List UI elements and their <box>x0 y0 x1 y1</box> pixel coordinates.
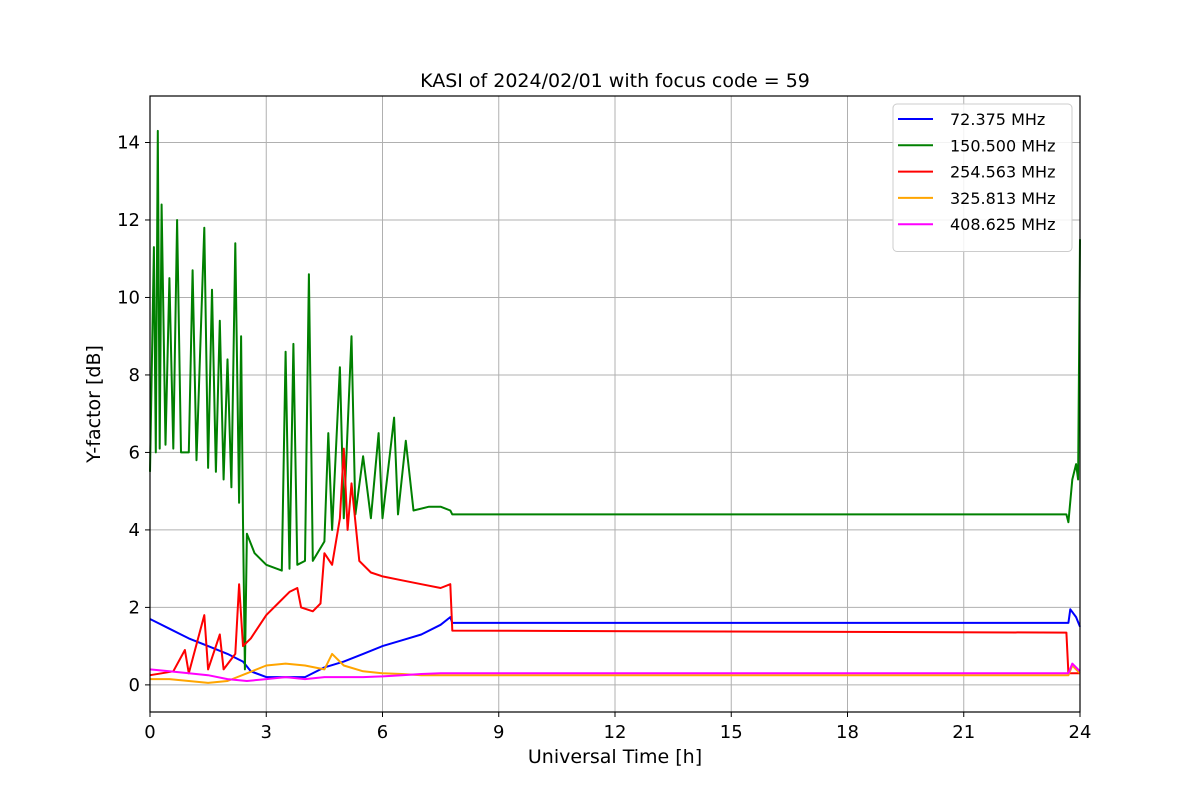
x-tick-label: 21 <box>952 722 975 743</box>
series-line <box>149 447 1080 677</box>
legend-label: 72.375 MHz <box>950 110 1045 129</box>
legend-label: 325.813 MHz <box>950 189 1055 208</box>
legend-label: 150.500 MHz <box>950 136 1055 155</box>
y-tick-label: 14 <box>117 132 140 153</box>
legend-box <box>892 103 1073 252</box>
y-tick-label: 12 <box>117 210 140 231</box>
y-tick-label: 2 <box>129 597 140 618</box>
x-tick-label: 15 <box>720 722 743 743</box>
x-tick-label: 12 <box>604 722 627 743</box>
legend: 72.375 MHz 150.500 MHz 254.563 MHz 325.813 … <box>892 103 1073 252</box>
y-tick-label: 8 <box>129 365 140 386</box>
x-tick-label: 6 <box>377 722 388 743</box>
y-tick-label: 10 <box>117 287 140 308</box>
series-lines <box>149 129 1081 684</box>
x-tick-label: 24 <box>1069 722 1092 743</box>
y-tick-label: 4 <box>129 520 140 541</box>
legend-label: 408.625 MHz <box>950 215 1055 234</box>
series-line <box>150 652 1081 684</box>
y-axis-label: Y-factor [dB] <box>83 345 105 464</box>
x-tick-label: 9 <box>493 722 504 743</box>
x-axis-ticks: 0 3 6 9 12 15 18 21 24 <box>144 712 1091 743</box>
y-tick-label: 0 <box>129 675 140 696</box>
y-axis-ticks: 0 2 4 6 8 10 12 14 <box>117 132 150 696</box>
x-tick-label: 0 <box>144 722 155 743</box>
x-axis-label: Universal Time [h] <box>528 746 702 768</box>
series-line <box>149 129 1081 671</box>
legend-label: 254.563 MHz <box>950 163 1055 182</box>
x-tick-label: 3 <box>261 722 272 743</box>
series-line <box>149 662 1081 682</box>
chart-title: KASI of 2024/02/01 with focus code = 59 <box>420 70 810 92</box>
x-tick-label: 18 <box>836 722 859 743</box>
y-tick-label: 6 <box>129 442 140 463</box>
